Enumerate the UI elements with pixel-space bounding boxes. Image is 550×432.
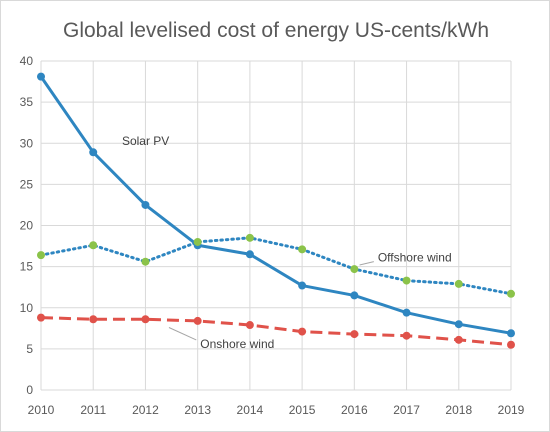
x-tick-label: 2018 — [445, 403, 472, 417]
data-point — [298, 245, 307, 254]
data-point — [141, 257, 150, 266]
x-tick-label: 2014 — [237, 403, 264, 417]
x-tick-label: 2010 — [28, 403, 55, 417]
data-point — [193, 316, 202, 325]
annotation-label: Solar PV — [122, 134, 169, 148]
annotation-label: Onshore wind — [200, 337, 274, 351]
data-point — [298, 327, 307, 336]
annotation-leader — [359, 261, 374, 266]
x-tick-label: 2011 — [80, 403, 106, 417]
series-solar-pv — [37, 72, 515, 338]
data-point — [245, 233, 254, 242]
gridlines — [40, 60, 512, 391]
x-tick-label: 2012 — [132, 403, 159, 417]
annotations: Solar PV Offshore wind Onshore wind — [122, 134, 452, 351]
data-point — [193, 237, 202, 246]
data-point — [454, 279, 463, 288]
y-tick-label: 40 — [20, 54, 34, 68]
data-point — [507, 289, 515, 298]
data-point — [141, 315, 150, 324]
y-tick-label: 20 — [20, 219, 34, 233]
data-point — [89, 241, 98, 250]
data-point — [245, 250, 254, 259]
y-tick-label: 5 — [26, 342, 33, 356]
y-tick-label: 35 — [20, 95, 34, 109]
data-point — [454, 335, 463, 344]
data-point — [245, 321, 254, 330]
y-tick-label: 15 — [20, 260, 34, 274]
series-line — [39, 236, 513, 296]
data-point — [37, 72, 45, 81]
series-line — [39, 75, 512, 335]
x-tick-label: 2015 — [289, 403, 316, 417]
data-point — [37, 313, 45, 322]
series-line — [40, 316, 512, 347]
series-onshore-wind — [37, 313, 515, 349]
x-tick-label: 2019 — [498, 403, 525, 417]
data-point — [141, 200, 150, 209]
data-point — [402, 331, 411, 340]
x-tick-label: 2017 — [393, 403, 420, 417]
chart-title: Global levelised cost of energy US-cents… — [63, 19, 489, 42]
y-tick-label: 10 — [20, 301, 34, 315]
data-point — [507, 329, 515, 338]
data-point — [507, 340, 515, 349]
data-point — [298, 281, 307, 290]
axes: 0 5 10 15 20 25 30 35 40 2010 2011 2012 2013 2014 2015… — [20, 54, 525, 417]
series-offshore-wind — [37, 233, 515, 298]
x-tick-label: 2016 — [341, 403, 368, 417]
y-tick-label: 25 — [20, 177, 34, 191]
series-group — [37, 72, 515, 349]
data-point — [350, 330, 359, 339]
data-point — [89, 148, 98, 157]
data-point — [89, 315, 98, 324]
x-tick-label: 2013 — [184, 403, 211, 417]
y-tick-label: 30 — [20, 136, 34, 150]
data-point — [402, 276, 411, 285]
data-point — [402, 308, 411, 317]
annotation-leader — [168, 327, 197, 341]
data-point — [454, 320, 463, 329]
data-point — [350, 265, 359, 274]
data-point — [350, 291, 359, 300]
data-point — [37, 251, 45, 260]
annotation-label: Offshore wind — [378, 251, 452, 265]
y-tick-label: 0 — [26, 383, 33, 397]
